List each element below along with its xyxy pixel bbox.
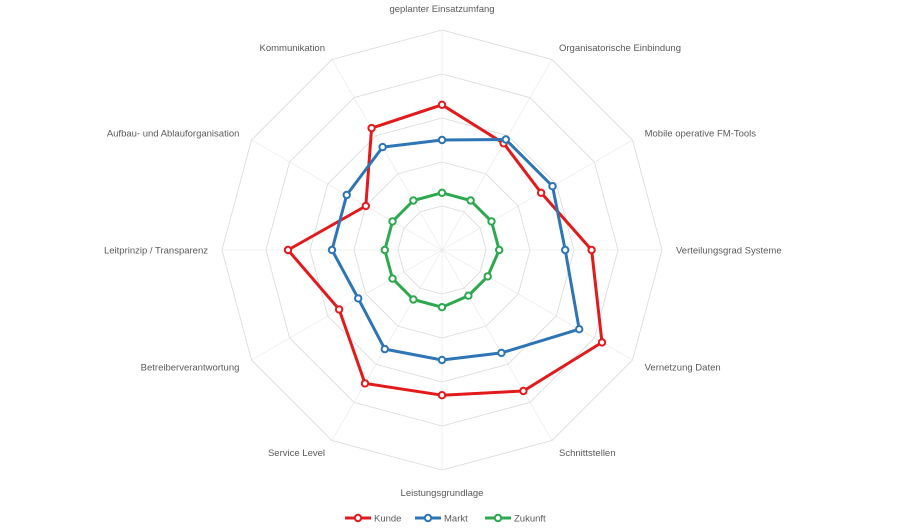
- data-point-markt-8: [354, 294, 363, 303]
- data-point-markt-2: [548, 182, 557, 191]
- data-point-zukunft-0: [437, 188, 447, 198]
- legend-swatch-marker: [353, 513, 363, 523]
- axis-spoke-11: [331, 59, 443, 251]
- legend-label: Markt: [444, 514, 468, 525]
- data-point-markt-10: [342, 190, 351, 200]
- radar-grid: [221, 29, 663, 471]
- data-point-kunde-9: [283, 245, 293, 255]
- legend-item-kunde: Kunde: [345, 514, 401, 525]
- axis-spoke-2: [441, 139, 633, 251]
- axis-label-3: Verteilungsgrad Systeme: [676, 246, 782, 257]
- axis-label-1: Organisatorische Einbindung: [559, 43, 681, 54]
- series-zukunft: [380, 188, 504, 312]
- axis-label-5: Schnittstellen: [559, 448, 616, 459]
- data-point-markt-7: [380, 344, 389, 354]
- data-point-zukunft-7: [409, 295, 418, 304]
- data-point-zukunft-1: [466, 196, 475, 205]
- legend: Kunde Markt Zukunft: [345, 514, 546, 525]
- data-point-markt-1: [501, 135, 510, 144]
- data-point-markt-5: [497, 348, 506, 358]
- axis-label-7: Service Level: [268, 448, 325, 459]
- data-point-markt-4: [575, 325, 584, 334]
- series-markt: [327, 135, 584, 365]
- data-point-kunde-5: [519, 386, 528, 396]
- axis-label-11: Kommunikation: [260, 43, 325, 54]
- legend-item-markt: Markt: [415, 514, 468, 525]
- data-point-zukunft-5: [464, 291, 473, 300]
- data-point-kunde-10: [361, 201, 370, 211]
- data-point-markt-9: [327, 245, 337, 255]
- data-point-kunde-8: [334, 305, 344, 314]
- data-point-kunde-4: [597, 338, 607, 347]
- axis-label-2: Mobile operative FM-Tools: [645, 129, 757, 140]
- axis-spoke-8: [251, 249, 443, 361]
- axis-label-9: Leitprinzip / Transparenz: [104, 246, 208, 257]
- data-point-zukunft-3: [495, 245, 504, 255]
- data-point-zukunft-8: [388, 274, 397, 283]
- axis-label-0: geplanter Einsatzumfang: [389, 4, 494, 15]
- data-point-zukunft-9: [380, 245, 389, 255]
- axis-label-4: Vernetzung Daten: [645, 363, 721, 374]
- axis-label-6: Leistungsgrundlage: [401, 488, 484, 499]
- data-point-kunde-2: [536, 188, 546, 198]
- legend-label: Kunde: [374, 514, 401, 525]
- axis-spoke-7: [331, 249, 443, 441]
- data-point-zukunft-10: [388, 217, 397, 226]
- data-point-kunde-0: [437, 100, 447, 110]
- axis-spoke-1: [441, 59, 553, 251]
- data-point-zukunft-4: [483, 272, 492, 281]
- legend-swatch-marker: [423, 513, 433, 523]
- axis-label-8: Betreiberverantwortung: [141, 363, 240, 374]
- axis-labels: geplanter Einsatzumfang Organisatorische …: [104, 4, 782, 499]
- axis-label-10: Aufbau- und Ablauforganisation: [107, 129, 240, 140]
- data-point-kunde-3: [587, 245, 596, 255]
- data-point-markt-0: [437, 135, 447, 145]
- legend-swatch-marker: [493, 513, 503, 523]
- data-point-kunde-11: [367, 123, 376, 133]
- data-point-zukunft-2: [487, 217, 496, 226]
- data-point-markt-3: [561, 245, 570, 255]
- radar-series: [283, 100, 607, 400]
- data-point-zukunft-6: [437, 303, 447, 312]
- data-point-markt-6: [437, 355, 447, 365]
- series-kunde: [283, 100, 607, 400]
- data-point-markt-11: [378, 142, 387, 152]
- legend-item-zukunft: Zukunft: [485, 514, 546, 525]
- legend-label: Zukunft: [514, 514, 546, 525]
- data-point-kunde-6: [437, 391, 447, 400]
- data-point-zukunft-11: [409, 196, 418, 205]
- data-point-kunde-7: [360, 379, 370, 388]
- axis-spoke-5: [441, 249, 553, 441]
